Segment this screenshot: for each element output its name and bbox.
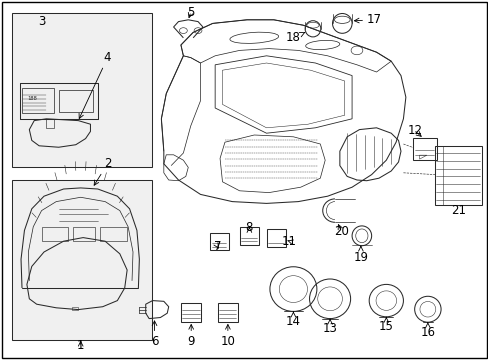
Bar bbox=[239, 227, 259, 245]
Text: 3: 3 bbox=[38, 15, 45, 28]
Text: 10: 10 bbox=[220, 324, 235, 348]
Bar bbox=[217, 303, 238, 322]
Text: 20: 20 bbox=[333, 225, 348, 238]
Bar bbox=[22, 88, 54, 113]
Text: 12: 12 bbox=[407, 124, 421, 137]
Text: 7: 7 bbox=[213, 240, 221, 253]
Bar bbox=[412, 138, 436, 160]
Text: 188: 188 bbox=[27, 96, 37, 102]
Text: 15: 15 bbox=[378, 318, 393, 333]
Bar bbox=[46, 119, 54, 128]
Bar bbox=[41, 227, 68, 241]
Text: 19: 19 bbox=[353, 246, 367, 264]
Text: 5: 5 bbox=[186, 6, 194, 19]
Text: 2: 2 bbox=[94, 157, 111, 185]
Text: 21: 21 bbox=[450, 204, 465, 217]
Bar bbox=[73, 227, 95, 241]
Bar bbox=[59, 90, 93, 112]
Text: 1: 1 bbox=[77, 339, 84, 352]
Bar bbox=[181, 303, 201, 322]
Text: 6: 6 bbox=[150, 321, 158, 348]
Bar bbox=[100, 227, 127, 241]
Text: 9: 9 bbox=[187, 324, 195, 348]
Bar bbox=[72, 307, 78, 310]
Text: 17: 17 bbox=[354, 13, 381, 26]
Bar bbox=[20, 83, 98, 119]
Bar bbox=[12, 180, 151, 340]
Text: 4: 4 bbox=[79, 51, 111, 118]
Text: 11: 11 bbox=[282, 235, 296, 248]
Bar bbox=[12, 13, 151, 167]
Text: 18: 18 bbox=[285, 31, 305, 44]
Text: 8: 8 bbox=[245, 221, 253, 234]
Bar bbox=[266, 229, 285, 247]
Bar bbox=[434, 146, 481, 205]
Text: 14: 14 bbox=[285, 312, 300, 328]
Text: 16: 16 bbox=[420, 323, 434, 339]
Text: 13: 13 bbox=[322, 319, 337, 335]
Bar bbox=[210, 233, 228, 250]
